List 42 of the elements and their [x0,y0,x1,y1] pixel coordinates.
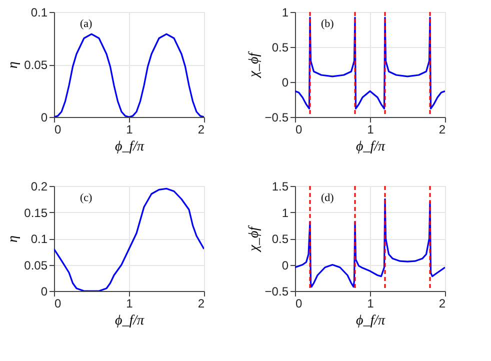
x-tick-label: 2 [438,296,446,310]
y-tick-label: 0 [40,284,48,298]
y-axis-title: χ_ϕf [246,50,262,80]
x-tick-label: 2 [198,296,205,310]
y-tick-label: 0 [282,258,289,272]
x-axis-title: ϕ_f/π [114,140,145,154]
y-axis-title: η [6,61,22,68]
x-axis-title: ϕ_f/π [114,314,145,328]
y-tick-label: −0.5 [264,284,289,298]
annotation: (b) [321,18,334,30]
line-series [295,16,445,110]
y-tick-label: 0.1 [30,232,48,246]
y-axis-title: η [6,235,22,242]
x-tick-label: 0 [296,296,302,310]
y-axis-title: χ_ϕf [246,224,262,254]
x-axis-title: ϕ_f/π [356,140,386,154]
y-tick-label: 1.5 [272,180,289,194]
x-tick-label: 1 [126,122,134,136]
annotation: (a) [80,18,93,30]
x-tick-label: 2 [438,122,446,136]
y-tick-label: 1 [282,6,289,20]
y-tick-label: 0.5 [272,232,289,246]
x-tick-label: 0 [54,296,62,310]
y-tick-label: 1 [282,206,289,220]
x-tick-label: 1 [367,122,374,136]
x-tick-label: 1 [367,296,374,310]
y-tick-label: 0 [282,76,289,90]
y-tick-label: 0.05 [24,58,48,72]
x-tick-label: 1 [126,296,134,310]
x-tick-label: 2 [198,122,205,136]
x-tick-label: 0 [54,122,62,136]
y-tick-label: 0.5 [272,40,289,54]
y-tick-label: 0 [40,110,48,124]
y-tick-label: 0.1 [30,6,48,20]
annotation: (d) [321,192,334,204]
y-tick-label: −0.5 [264,110,289,124]
annotation: (c) [80,192,93,204]
y-tick-label: 0.05 [24,258,48,272]
x-tick-label: 0 [296,122,302,136]
y-tick-label: 0.2 [30,180,48,194]
x-axis-title: ϕ_f/π [356,314,386,328]
y-tick-label: 0.15 [24,206,48,220]
